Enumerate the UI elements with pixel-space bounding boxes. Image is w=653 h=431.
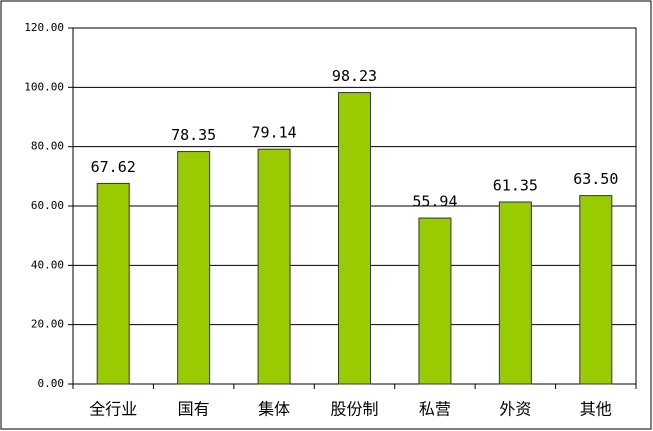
bar [257, 148, 291, 385]
value-label: 61.35 [493, 176, 538, 194]
y-tick-label: 20.00 [31, 318, 64, 331]
bar [498, 201, 532, 385]
bar [338, 92, 371, 385]
x-tick-label: 全行业 [89, 400, 137, 419]
bar [418, 217, 452, 385]
value-label: 79.14 [251, 124, 296, 142]
value-label: 67.62 [91, 158, 136, 176]
bar [177, 151, 211, 385]
x-tick-label: 私营 [419, 400, 451, 419]
bar [579, 195, 613, 385]
y-tick-label: 80.00 [31, 140, 64, 153]
x-tick-label: 国有 [178, 400, 210, 419]
value-label: 98.23 [332, 67, 377, 85]
x-tick-label: 外资 [499, 400, 531, 419]
value-label: 55.94 [412, 193, 457, 211]
bar [96, 182, 130, 385]
value-label: 78.35 [171, 126, 216, 144]
x-tick-label: 其他 [580, 400, 612, 419]
y-tick-label: 40.00 [31, 258, 64, 271]
x-tick-label: 股份制 [330, 400, 378, 419]
y-tick-label: 100.00 [24, 80, 64, 93]
y-tick-label: 60.00 [31, 199, 64, 212]
y-tick-label: 0.00 [38, 377, 65, 390]
value-label: 63.50 [573, 170, 618, 188]
x-tick-label: 集体 [258, 400, 290, 419]
y-tick-label: 120.00 [24, 21, 64, 34]
